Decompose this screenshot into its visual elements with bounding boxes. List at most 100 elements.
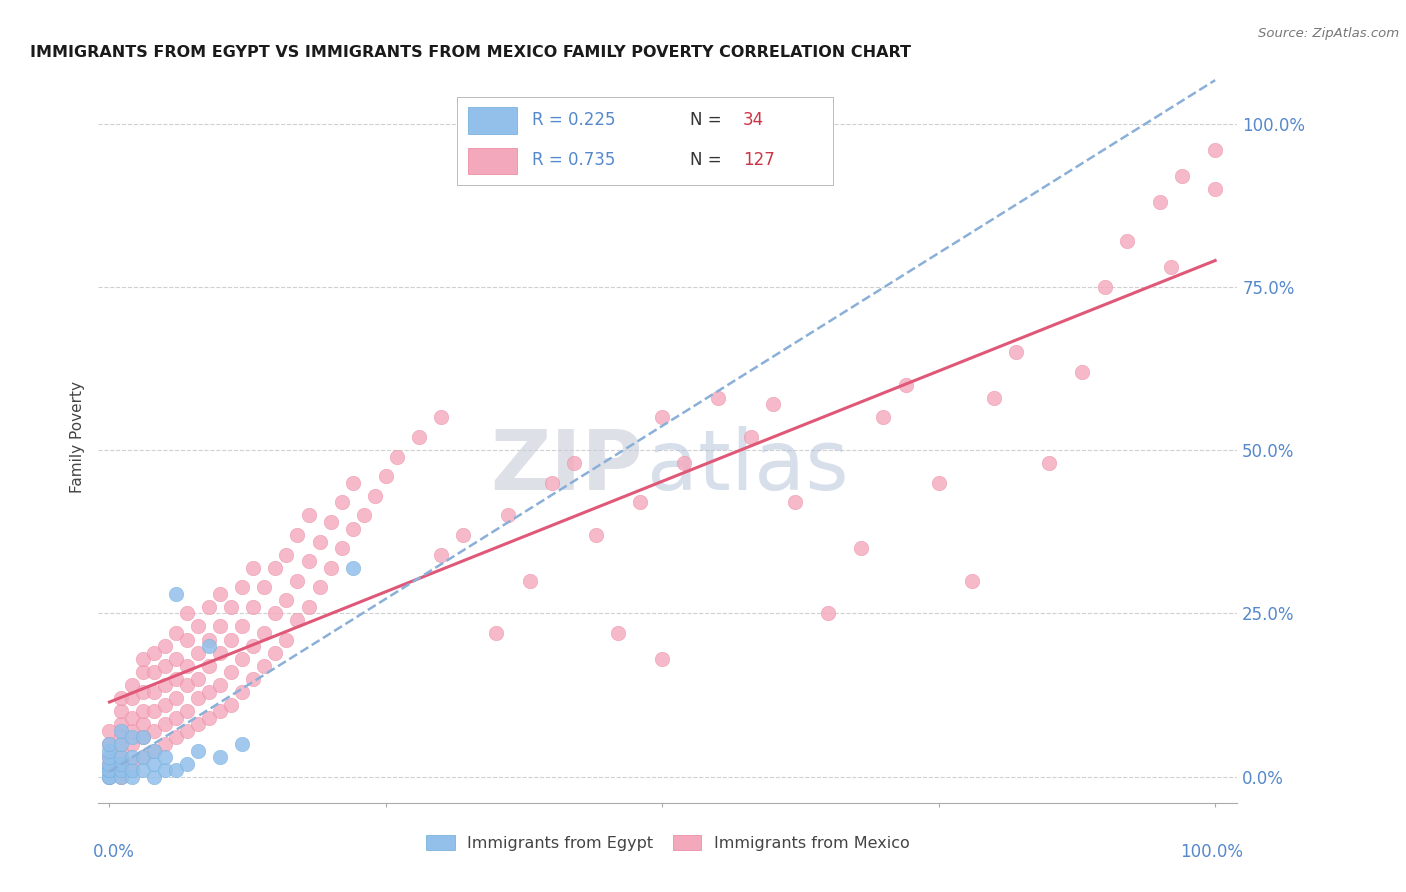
Point: [628, 495, 651, 509]
Text: ZIP: ZIP: [491, 425, 643, 507]
Point: [1149, 194, 1171, 209]
Point: [110, 717, 132, 731]
Point: [242, 560, 264, 574]
Point: [165, 691, 187, 706]
Point: [110, 723, 132, 738]
Point: [408, 430, 430, 444]
Point: [131, 750, 153, 764]
Point: [276, 548, 298, 562]
Point: [706, 391, 728, 405]
Point: [98, 723, 121, 738]
Point: [176, 632, 198, 647]
Point: [165, 652, 187, 666]
Point: [264, 560, 287, 574]
Text: 100.0%: 100.0%: [1180, 843, 1243, 861]
Point: [131, 652, 153, 666]
Point: [131, 731, 153, 745]
Point: [519, 574, 541, 588]
Point: [153, 763, 176, 777]
Point: [131, 763, 153, 777]
Point: [121, 723, 143, 738]
Point: [1115, 234, 1137, 248]
Point: [110, 731, 132, 745]
Point: [110, 756, 132, 771]
Point: [209, 750, 232, 764]
Point: [165, 672, 187, 686]
Point: [165, 711, 187, 725]
Point: [153, 698, 176, 712]
Y-axis label: Family Poverty: Family Poverty: [70, 381, 86, 493]
Point: [540, 475, 562, 490]
Point: [562, 456, 585, 470]
Point: [153, 717, 176, 731]
Text: IMMIGRANTS FROM EGYPT VS IMMIGRANTS FROM MEXICO FAMILY POVERTY CORRELATION CHART: IMMIGRANTS FROM EGYPT VS IMMIGRANTS FROM…: [30, 45, 911, 61]
Point: [142, 705, 165, 719]
Point: [1160, 260, 1182, 275]
Point: [209, 619, 232, 633]
Point: [187, 619, 209, 633]
Point: [121, 750, 143, 764]
Point: [308, 580, 330, 594]
Point: [176, 658, 198, 673]
Point: [131, 685, 153, 699]
Point: [142, 723, 165, 738]
Point: [851, 541, 873, 555]
Point: [242, 639, 264, 653]
Point: [342, 521, 364, 535]
Point: [121, 678, 143, 692]
Point: [219, 698, 242, 712]
Point: [198, 711, 221, 725]
Point: [110, 737, 132, 751]
Point: [198, 639, 221, 653]
Point: [1094, 280, 1116, 294]
Point: [585, 528, 607, 542]
Point: [198, 658, 221, 673]
Point: [121, 770, 143, 784]
Point: [287, 574, 309, 588]
Point: [231, 619, 253, 633]
Point: [98, 770, 121, 784]
Point: [297, 554, 319, 568]
Point: [983, 391, 1005, 405]
Point: [1071, 365, 1094, 379]
Point: [153, 678, 176, 692]
Point: [187, 717, 209, 731]
Point: [187, 691, 209, 706]
Point: [110, 750, 132, 764]
Point: [142, 770, 165, 784]
Point: [110, 763, 132, 777]
Point: [231, 685, 253, 699]
Point: [110, 743, 132, 757]
Point: [209, 678, 232, 692]
Point: [242, 672, 264, 686]
Point: [98, 763, 121, 777]
Point: [165, 626, 187, 640]
Point: [783, 495, 806, 509]
Point: [110, 770, 132, 784]
Point: [142, 743, 165, 757]
Point: [453, 528, 475, 542]
Point: [176, 723, 198, 738]
Point: [98, 756, 121, 771]
Point: [297, 508, 319, 523]
Point: [198, 685, 221, 699]
Point: [330, 495, 353, 509]
Point: [121, 756, 143, 771]
Point: [98, 770, 121, 784]
Point: [131, 665, 153, 680]
Point: [817, 607, 839, 621]
Point: [142, 685, 165, 699]
Point: [894, 377, 917, 392]
Point: [121, 737, 143, 751]
Point: [165, 587, 187, 601]
Point: [385, 450, 408, 464]
Point: [209, 587, 232, 601]
Point: [928, 475, 950, 490]
Point: [374, 469, 396, 483]
Point: [253, 626, 276, 640]
Point: [607, 626, 630, 640]
Point: [121, 711, 143, 725]
Point: [1204, 143, 1226, 157]
Point: [287, 528, 309, 542]
Point: [1005, 345, 1028, 359]
